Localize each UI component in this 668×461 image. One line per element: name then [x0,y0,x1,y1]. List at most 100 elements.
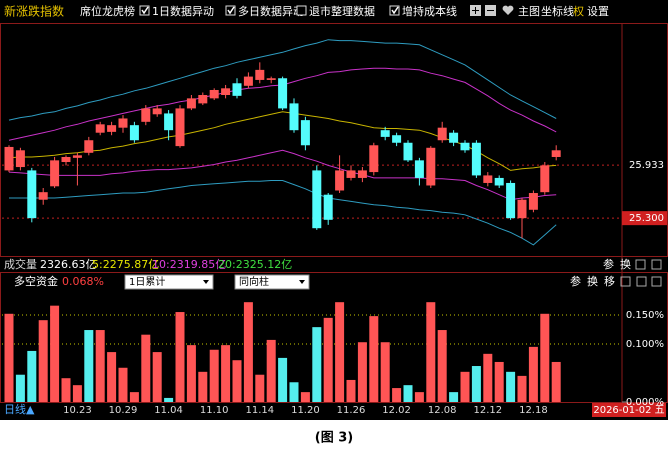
bar [221,345,231,402]
volume-ma: 10:2319.85亿 [152,258,226,271]
candle-body [164,113,174,131]
bar [175,312,185,402]
bar [95,330,105,402]
toolbar-tool[interactable]: 权 [573,5,584,18]
volume-ma: 20:2325.12亿 [218,258,292,271]
date-box [592,403,666,417]
bar [437,330,447,402]
bar [426,302,436,402]
price-box [622,211,667,226]
bar [61,378,71,402]
fund-latest: 0.068% [62,275,104,288]
bar [414,392,424,402]
checkmark [227,6,235,15]
bar [289,382,299,402]
dropdown[interactable] [234,274,310,290]
candle-body [198,95,208,104]
panel-button[interactable]: 换 [620,257,631,271]
y-tick-label: 0.150% [626,310,664,321]
bar [483,353,493,402]
bar [517,375,527,402]
bar [346,379,356,402]
bar [266,339,276,402]
x-tick-label: 11.26 [337,405,366,416]
y-tick-label: 0.100% [626,339,664,350]
bar [186,345,196,402]
index-name[interactable]: 新涨跌指数 [4,4,64,19]
candle-body [175,108,185,147]
bar [494,361,504,402]
candle-body [255,69,265,80]
checkbox[interactable] [389,5,400,16]
panel-button[interactable]: 换 [587,274,598,288]
y-tick-label: 0.000% [626,397,664,408]
panel-icon[interactable] [651,259,662,270]
toolbar-item[interactable]: 多日数据异动 [238,4,304,18]
toolbar-item[interactable]: 席位龙虎榜 [80,4,135,18]
dropdown[interactable] [124,274,214,290]
panel-icon[interactable] [651,276,662,287]
checkbox[interactable] [225,5,236,16]
candle-body [483,175,493,183]
candle-body [50,160,60,187]
x-tick-label: 12.12 [473,405,502,416]
candle-body [278,78,288,109]
toolbar-item[interactable]: 1日数据异动 [152,4,214,18]
toolbar-tool[interactable]: 设置 [587,5,609,18]
icon-heart[interactable] [502,5,514,15]
bar [118,367,128,402]
bar [141,334,151,402]
fund-title: 多空资金 [14,274,58,288]
candle-body [517,199,527,219]
x-tick-label: 11.20 [291,405,320,416]
candle-body [232,83,242,96]
panel-button[interactable]: 移 [604,275,615,288]
bar [4,313,14,402]
candle-body [266,78,276,80]
checkbox[interactable] [296,5,307,16]
candle-body [141,108,151,122]
x-tick-label: 10.23 [63,405,92,416]
candle-body [221,88,231,96]
panel-button[interactable]: 参 [570,274,581,288]
candle-body [335,170,345,191]
candle-body [300,120,310,146]
panel-icon[interactable] [620,276,631,287]
candle-body [540,165,550,193]
bar [540,313,550,402]
bar [449,392,459,402]
x-tick-label: 11.10 [200,405,229,416]
candle-body [312,170,322,229]
volume-ma: 5:2275.87亿 [92,258,159,271]
period[interactable]: 日线▲ [4,402,35,416]
candle-body [27,170,37,219]
bar [27,350,37,402]
bar [392,388,402,402]
bar [15,374,25,402]
candle-body [186,98,196,109]
checkbox[interactable] [139,5,150,16]
toolbar-item[interactable]: 退市整理数据 [309,4,375,18]
volume-total: 2326.63亿 [40,258,97,271]
candle-body [494,177,504,186]
panel-icon[interactable] [635,259,646,270]
candle-body [437,127,447,141]
candle-body [4,146,14,171]
candle-body [414,160,424,178]
bar [198,371,208,402]
x-tick-label: 12.08 [428,405,457,416]
panel-icon[interactable] [636,276,647,287]
bar [72,385,82,402]
candle-body [61,156,71,163]
candle-body [129,125,139,141]
toolbar-tool[interactable]: 主图 [518,5,540,18]
bar [243,302,253,402]
bar [403,385,413,402]
toolbar-tool[interactable]: 坐标线 [541,4,574,18]
panel-button[interactable]: 参 [603,257,614,271]
bar [380,342,390,402]
bar [38,320,48,402]
toolbar-item[interactable]: 增持成本线 [402,4,457,18]
background [0,0,668,420]
candle-body [107,125,117,132]
